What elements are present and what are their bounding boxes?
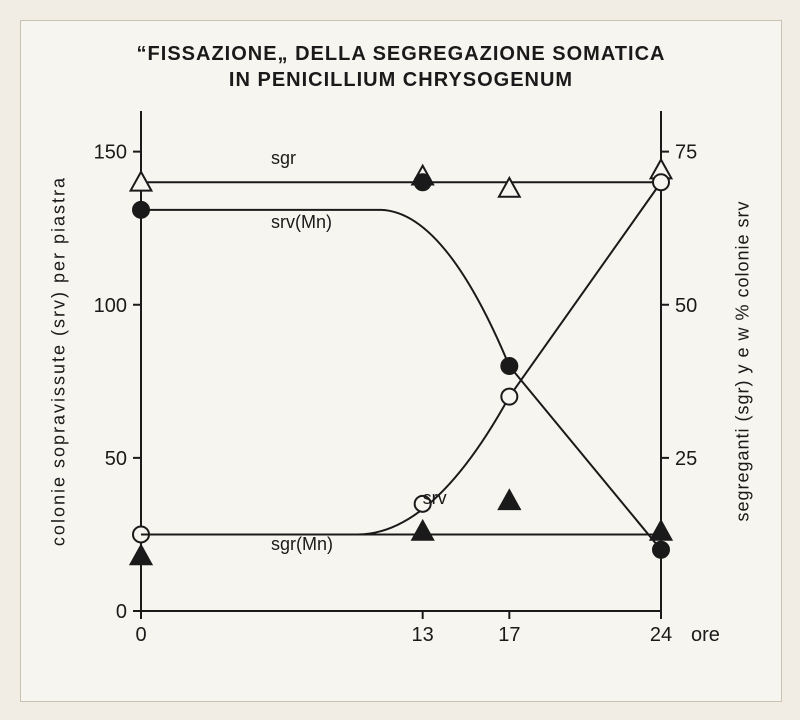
svg-text:24: 24: [650, 624, 672, 646]
chart-svg: 0 50 100 150 25 50 75 0 13 17 24 ore sgr srv(Mn) srv s…: [21, 21, 781, 701]
svg-text:srv(Mn): srv(Mn): [271, 212, 332, 232]
svg-text:sgr(Mn): sgr(Mn): [271, 534, 333, 554]
svg-text:srv: srv: [423, 488, 447, 508]
svg-text:ore: ore: [691, 624, 720, 646]
svg-text:75: 75: [675, 142, 697, 164]
svg-text:17: 17: [498, 624, 520, 646]
svg-text:100: 100: [94, 295, 127, 317]
chart-frame: “FISSAZIONE„ DELLA SEGREGAZIONE SOMATICA…: [20, 20, 782, 702]
svg-text:0: 0: [135, 624, 146, 646]
svg-text:50: 50: [105, 448, 127, 470]
svg-text:50: 50: [675, 295, 697, 317]
svg-text:0: 0: [116, 601, 127, 623]
svg-text:150: 150: [94, 142, 127, 164]
svg-text:sgr: sgr: [271, 148, 296, 168]
svg-text:25: 25: [675, 448, 697, 470]
svg-text:13: 13: [412, 624, 434, 646]
